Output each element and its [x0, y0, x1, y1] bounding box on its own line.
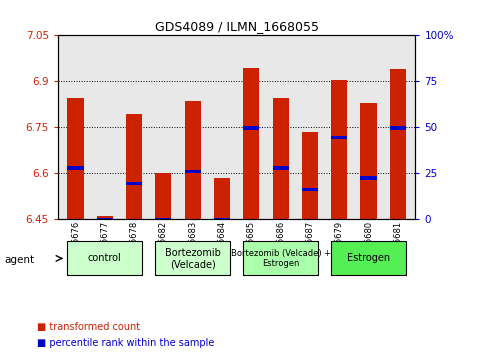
Bar [185, 170, 201, 173]
Bar [126, 114, 142, 219]
Bar [68, 241, 142, 275]
Bar [360, 103, 377, 219]
Title: GDS4089 / ILMN_1668055: GDS4089 / ILMN_1668055 [155, 20, 319, 33]
Bar [156, 172, 171, 219]
Bar [68, 98, 84, 219]
Bar [156, 218, 171, 222]
Bar [68, 166, 84, 170]
Bar [302, 132, 318, 219]
Text: Bortezomib (Velcade) +
Estrogen: Bortezomib (Velcade) + Estrogen [230, 249, 331, 268]
Bar [214, 178, 230, 219]
Bar [243, 241, 318, 275]
Bar [272, 166, 289, 170]
Bar [302, 188, 318, 192]
Bar [97, 216, 113, 219]
Bar [185, 101, 201, 219]
Bar [243, 126, 259, 130]
Bar [360, 176, 377, 180]
Bar [272, 98, 289, 219]
Bar [126, 182, 142, 185]
Bar [214, 218, 230, 222]
Text: ■ transformed count: ■ transformed count [37, 322, 141, 332]
Bar [390, 69, 406, 219]
Bar [390, 126, 406, 130]
Text: agent: agent [5, 255, 35, 265]
Text: Bortezomib
(Velcade): Bortezomib (Velcade) [165, 247, 221, 269]
Bar [331, 80, 347, 219]
Bar [156, 241, 230, 275]
Text: ■ percentile rank within the sample: ■ percentile rank within the sample [37, 338, 214, 348]
Text: control: control [88, 253, 122, 263]
Bar [331, 241, 406, 275]
Text: Estrogen: Estrogen [347, 253, 390, 263]
Bar [331, 136, 347, 139]
Bar [243, 68, 259, 219]
Bar [97, 218, 113, 222]
